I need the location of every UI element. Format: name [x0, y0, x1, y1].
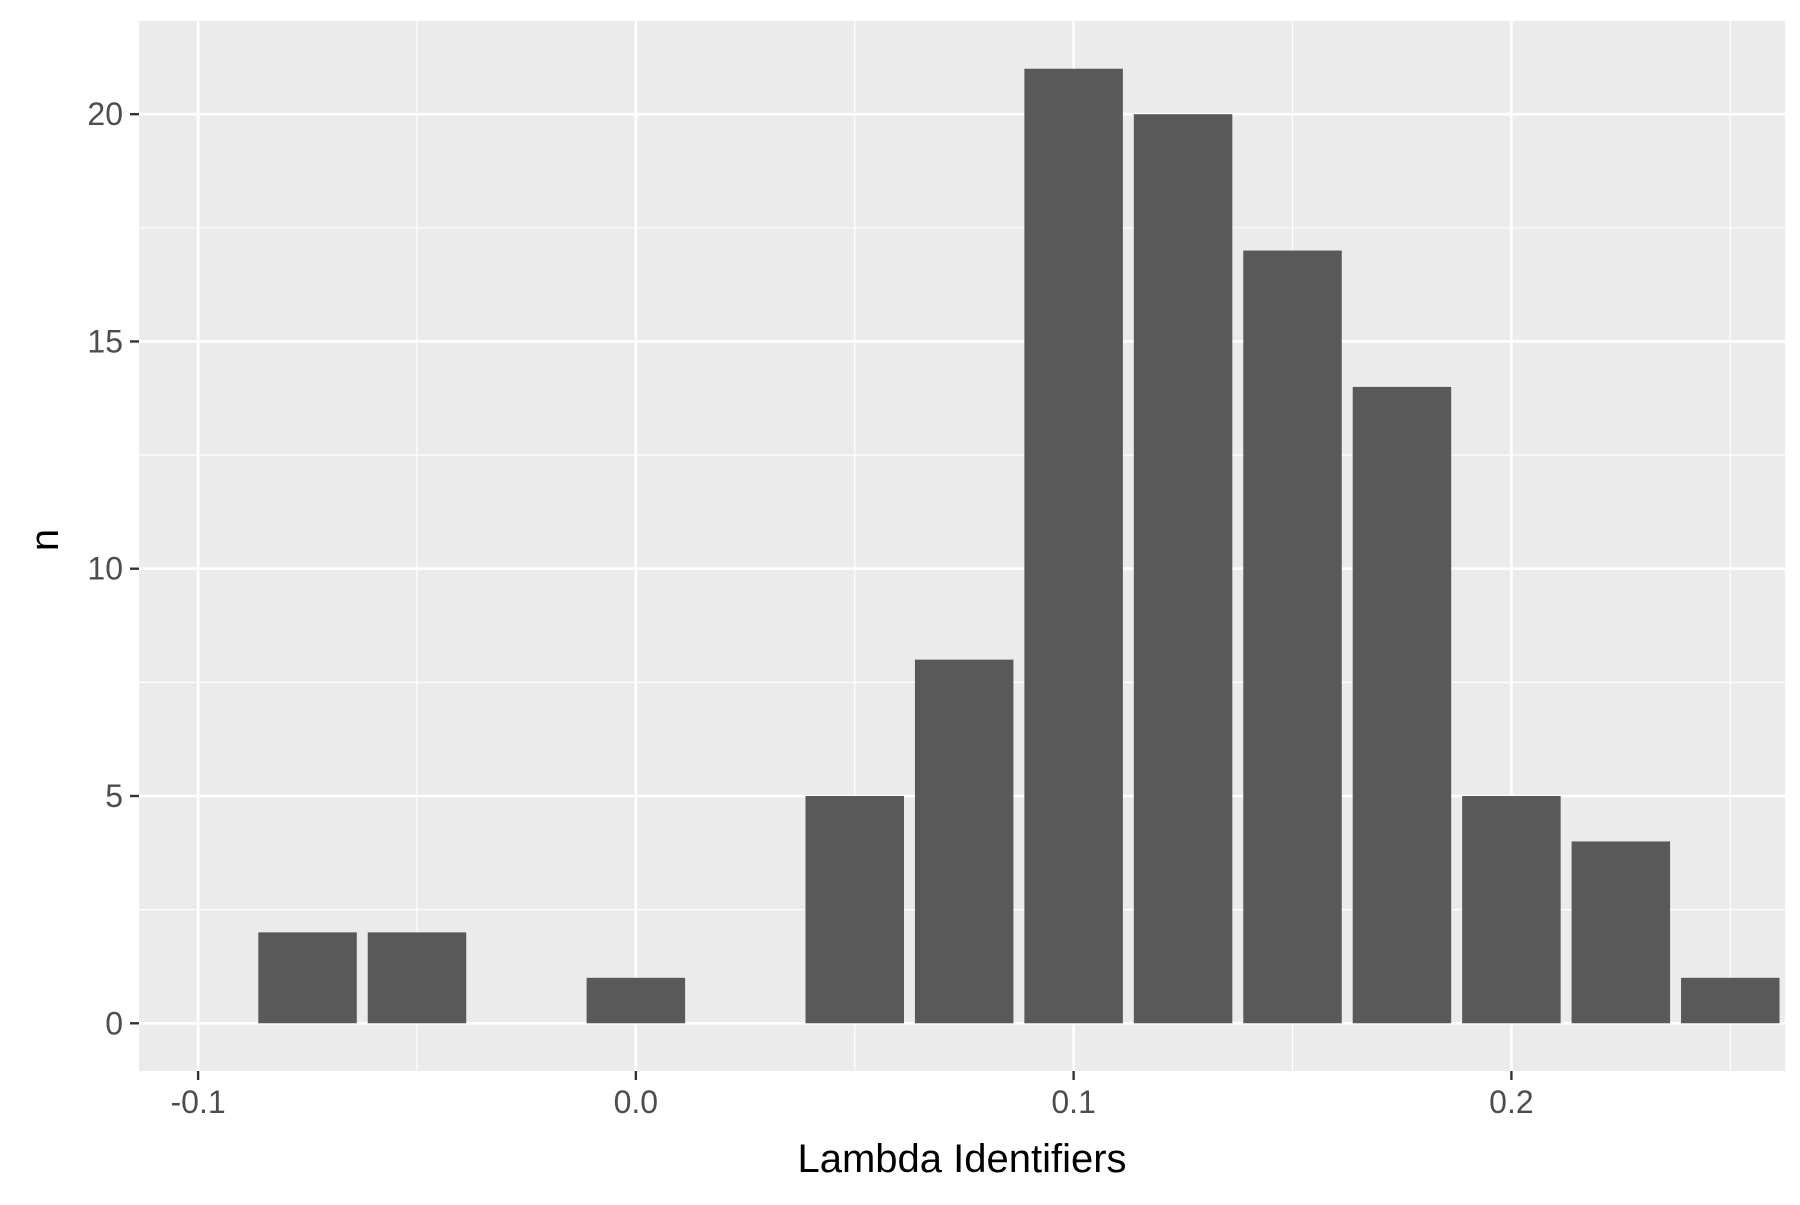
y-tick-label: 15 — [87, 323, 123, 359]
bar — [1462, 796, 1561, 1024]
bar — [914, 659, 1014, 1024]
y-tick-label: 20 — [87, 96, 123, 132]
x-tick-label: 0.1 — [1051, 1084, 1095, 1120]
x-axis: -0.1 0.0 0.1 0.2 — [171, 1071, 1534, 1120]
bar — [1024, 68, 1123, 1024]
y-tick-label: 5 — [105, 778, 123, 814]
y-tick-label: 0 — [105, 1005, 123, 1041]
x-tick-label: 0.0 — [614, 1084, 658, 1120]
bar — [805, 796, 904, 1024]
y-axis: 0 5 10 15 20 — [87, 96, 139, 1041]
bar — [1352, 386, 1452, 1024]
bar — [1133, 114, 1233, 1024]
x-tick-label: 0.2 — [1489, 1084, 1533, 1120]
bar — [1571, 841, 1671, 1024]
y-tick-label: 10 — [87, 551, 123, 587]
bar — [1243, 250, 1342, 1024]
bars — [258, 68, 1780, 1024]
x-axis-title: Lambda Identifiers — [797, 1137, 1126, 1181]
bar — [258, 932, 357, 1024]
x-tick-label: -0.1 — [171, 1084, 226, 1120]
bar — [367, 932, 467, 1024]
bar — [586, 977, 686, 1024]
bar — [1681, 977, 1780, 1024]
y-axis-title: n — [23, 529, 67, 551]
